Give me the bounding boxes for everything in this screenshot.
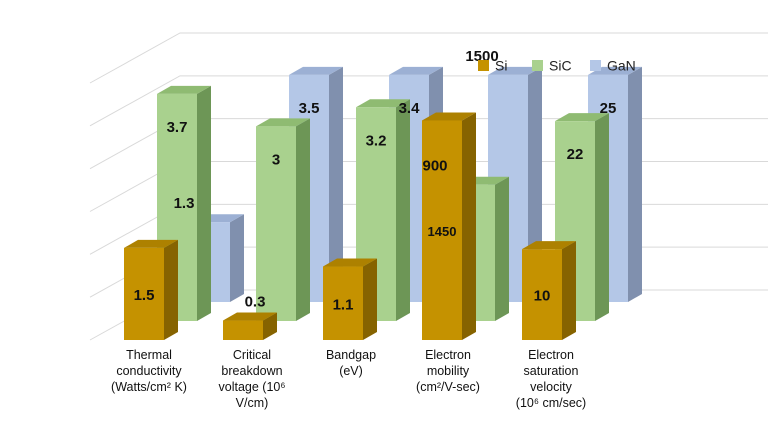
category-label-line: breakdown: [221, 364, 282, 378]
value-label-gan-4: 25: [600, 100, 617, 117]
bar-side: [595, 113, 609, 321]
bar-top: [124, 239, 178, 248]
bar-side: [230, 214, 244, 302]
category-label-line: (cm²/V-sec): [416, 380, 480, 394]
value-label-si-4: 10: [534, 288, 551, 305]
category-label-2: Bandgap (eV): [326, 348, 376, 378]
category-label-3: Electron mobility (cm²/V-sec): [416, 348, 480, 394]
value-label-sic-1: 3: [272, 151, 280, 168]
bar-front: [522, 249, 562, 340]
legend-item-gan: GaN: [590, 58, 636, 74]
category-label-0: Thermal conductivity (Watts/cm² K): [111, 348, 187, 394]
bar-front: [223, 320, 263, 340]
value-label-gan-3: 1500: [465, 48, 498, 65]
bar-top: [356, 99, 410, 108]
bar-top: [289, 66, 343, 75]
category-label-line: voltage (10⁶: [219, 380, 286, 394]
bar-top: [488, 66, 542, 75]
value-label-sic-0: 3.7: [167, 119, 188, 136]
bar-side: [363, 258, 377, 340]
bar-si-0: [124, 239, 178, 340]
bar-top: [256, 118, 310, 127]
bar-top: [323, 258, 377, 267]
bar-top: [389, 66, 443, 75]
bars: [124, 66, 642, 341]
legend-item-sic: SiC: [532, 58, 572, 74]
legend-label: Si: [495, 58, 507, 74]
bar-sic-1: [256, 118, 310, 321]
bar-side: [296, 118, 310, 321]
bar-side: [329, 66, 343, 303]
category-label-line: velocity: [530, 380, 572, 394]
legend-swatch: [478, 60, 489, 71]
category-label-4: Electron saturation velocity (10⁶ cm/sec): [516, 348, 586, 410]
value-label-si-3: 1450: [428, 224, 457, 239]
value-label-gan-0: 1.3: [174, 195, 195, 212]
bar-side: [197, 85, 211, 322]
bar-si-4: [522, 241, 576, 340]
bar-front: [422, 120, 462, 341]
category-labels: Thermal conductivity (Watts/cm² K) Critical…: [111, 348, 586, 410]
value-label-sic-3: 900: [422, 158, 447, 175]
bar-front: [124, 247, 164, 340]
category-label-line: Electron: [425, 348, 471, 362]
category-label-line: (eV): [339, 364, 363, 378]
bar-top: [555, 113, 609, 122]
gridline: [89, 32, 768, 84]
bar-top: [588, 66, 642, 75]
legend-label: SiC: [549, 58, 572, 74]
bar-side: [263, 312, 277, 340]
category-label-line: mobility: [427, 364, 470, 378]
bar-top: [522, 241, 576, 250]
bar-side: [462, 112, 476, 341]
category-label-line: conductivity: [116, 364, 182, 378]
value-labels: 1.5 0.3 1.1 1450 10 3.7 3 3.2 900 22 1.3 3.5 3.4 1500…: [134, 48, 617, 313]
category-label-line: saturation: [524, 364, 579, 378]
bar-si-2: [323, 258, 377, 340]
legend-swatch: [590, 60, 601, 71]
bar-si-3: [422, 112, 476, 341]
value-label-gan-1: 3.5: [299, 100, 320, 117]
bar-side: [396, 99, 410, 321]
bar-side: [164, 239, 178, 340]
category-label-line: (10⁶ cm/sec): [516, 396, 586, 410]
bar-side: [495, 176, 509, 321]
category-label-line: (Watts/cm² K): [111, 380, 187, 394]
legend-item-si: Si: [478, 58, 507, 74]
bar-side: [628, 66, 642, 303]
gridline: [89, 75, 768, 127]
value-label-si-0: 1.5: [134, 287, 155, 304]
category-label-line: Thermal: [126, 348, 172, 362]
category-label-line: V/cm): [236, 396, 269, 410]
bar-top: [223, 312, 277, 321]
legend: Si SiC GaN: [478, 58, 636, 74]
category-label-line: Electron: [528, 348, 574, 362]
bar-front: [323, 266, 363, 340]
category-label-1: Critical breakdown voltage (10⁶ V/cm): [219, 348, 286, 410]
value-label-si-2: 1.1: [333, 296, 354, 313]
category-label-line: Bandgap: [326, 348, 376, 362]
bar-top: [422, 112, 476, 121]
bar-top: [157, 85, 211, 94]
value-label-gan-2: 3.4: [399, 100, 421, 117]
bar-side: [562, 241, 576, 340]
bar-front: [256, 126, 296, 321]
value-label-sic-4: 22: [567, 146, 584, 163]
legend-swatch: [532, 60, 543, 71]
value-label-si-1: 0.3: [245, 294, 266, 311]
bar-si-1: [223, 312, 277, 340]
legend-label: GaN: [607, 58, 636, 74]
value-label-sic-2: 3.2: [366, 132, 387, 149]
category-label-line: Critical: [233, 348, 271, 362]
